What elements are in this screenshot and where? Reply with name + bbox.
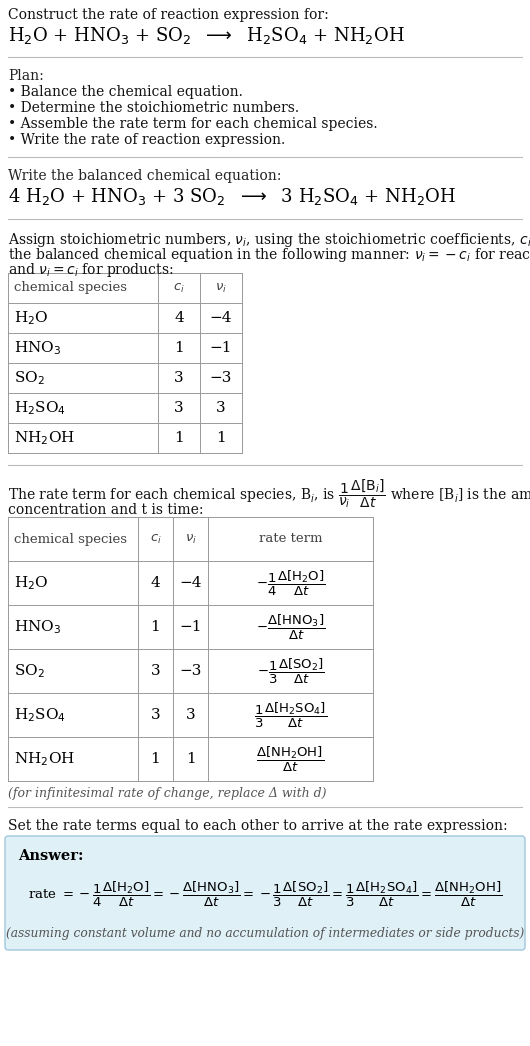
Text: H$_2$O: H$_2$O [14,574,48,592]
Text: H$_2$O: H$_2$O [14,310,48,326]
Text: $\nu_i$: $\nu_i$ [215,281,227,295]
Text: NH$_2$OH: NH$_2$OH [14,750,75,768]
Text: 3: 3 [174,401,184,415]
Text: 3: 3 [151,708,160,722]
Text: rate $= -\dfrac{1}{4}\dfrac{\Delta[\mathrm{H_2O}]}{\Delta t} = -\dfrac{\Delta[\m: rate $= -\dfrac{1}{4}\dfrac{\Delta[\math… [28,880,502,909]
Text: 3: 3 [216,401,226,415]
Text: rate term: rate term [259,532,322,546]
Text: 1: 1 [216,431,226,445]
Text: −4: −4 [179,576,202,590]
Text: −1: −1 [210,341,232,355]
Text: 1: 1 [151,620,161,634]
Text: 4: 4 [151,576,161,590]
Text: 1: 1 [151,752,161,766]
Text: SO$_2$: SO$_2$ [14,662,45,680]
Text: SO$_2$: SO$_2$ [14,369,45,387]
Text: 4: 4 [174,311,184,325]
Text: • Determine the stoichiometric numbers.: • Determine the stoichiometric numbers. [8,101,299,115]
Text: (for infinitesimal rate of change, replace Δ with d): (for infinitesimal rate of change, repla… [8,787,326,800]
Text: −3: −3 [210,371,232,385]
Text: H$_2$SO$_4$: H$_2$SO$_4$ [14,706,66,724]
Text: $\dfrac{1}{3}\dfrac{\Delta[\mathrm{H_2SO_4}]}{\Delta t}$: $\dfrac{1}{3}\dfrac{\Delta[\mathrm{H_2SO… [254,701,327,730]
Text: 4 H$_2$O + HNO$_3$ + 3 SO$_2$  $\longrightarrow$  3 H$_2$SO$_4$ + NH$_2$OH: 4 H$_2$O + HNO$_3$ + 3 SO$_2$ $\longrigh… [8,186,456,207]
Text: Plan:: Plan: [8,69,44,83]
Text: and $\nu_i = c_i$ for products:: and $\nu_i = c_i$ for products: [8,262,173,279]
Text: • Write the rate of reaction expression.: • Write the rate of reaction expression. [8,133,285,147]
Text: concentration and t is time:: concentration and t is time: [8,503,204,517]
Text: Answer:: Answer: [18,849,84,863]
Text: Assign stoichiometric numbers, $\nu_i$, using the stoichiometric coefficients, $: Assign stoichiometric numbers, $\nu_i$, … [8,231,530,249]
Text: $-\dfrac{1}{4}\dfrac{\Delta[\mathrm{H_2O}]}{\Delta t}$: $-\dfrac{1}{4}\dfrac{\Delta[\mathrm{H_2O… [256,568,325,597]
Text: $\nu_i$: $\nu_i$ [184,532,197,546]
Text: NH$_2$OH: NH$_2$OH [14,429,75,447]
Text: 1: 1 [186,752,196,766]
Text: the balanced chemical equation in the following manner: $\nu_i = -c_i$ for react: the balanced chemical equation in the fo… [8,246,530,264]
FancyBboxPatch shape [5,836,525,950]
Text: $\dfrac{\Delta[\mathrm{NH_2OH}]}{\Delta t}$: $\dfrac{\Delta[\mathrm{NH_2OH}]}{\Delta … [257,745,324,774]
Text: $c_i$: $c_i$ [173,281,185,295]
Text: Construct the rate of reaction expression for:: Construct the rate of reaction expressio… [8,8,329,22]
Text: chemical species: chemical species [14,281,127,295]
Text: 1: 1 [174,341,184,355]
Text: (assuming constant volume and no accumulation of intermediates or side products): (assuming constant volume and no accumul… [6,927,524,940]
Text: The rate term for each chemical species, B$_i$, is $\dfrac{1}{\nu_i}\dfrac{\Delt: The rate term for each chemical species,… [8,477,530,509]
Text: −1: −1 [179,620,202,634]
Text: −4: −4 [210,311,232,325]
Text: chemical species: chemical species [14,532,127,546]
Text: $-\dfrac{1}{3}\dfrac{\Delta[\mathrm{SO_2}]}{\Delta t}$: $-\dfrac{1}{3}\dfrac{\Delta[\mathrm{SO_2… [257,657,324,685]
Text: 3: 3 [151,664,160,678]
Text: Set the rate terms equal to each other to arrive at the rate expression:: Set the rate terms equal to each other t… [8,819,508,833]
Text: H$_2$SO$_4$: H$_2$SO$_4$ [14,400,66,417]
Text: 3: 3 [186,708,196,722]
Text: 3: 3 [174,371,184,385]
Text: $-\dfrac{\Delta[\mathrm{HNO_3}]}{\Delta t}$: $-\dfrac{\Delta[\mathrm{HNO_3}]}{\Delta … [256,612,325,641]
Text: $c_i$: $c_i$ [149,532,162,546]
Text: HNO$_3$: HNO$_3$ [14,618,61,636]
Text: 1: 1 [174,431,184,445]
Text: HNO$_3$: HNO$_3$ [14,339,61,357]
Text: • Assemble the rate term for each chemical species.: • Assemble the rate term for each chemic… [8,117,377,131]
Text: • Balance the chemical equation.: • Balance the chemical equation. [8,85,243,99]
Text: −3: −3 [179,664,202,678]
Text: H$_2$O + HNO$_3$ + SO$_2$  $\longrightarrow$  H$_2$SO$_4$ + NH$_2$OH: H$_2$O + HNO$_3$ + SO$_2$ $\longrightarr… [8,25,405,46]
Text: Write the balanced chemical equation:: Write the balanced chemical equation: [8,169,281,183]
